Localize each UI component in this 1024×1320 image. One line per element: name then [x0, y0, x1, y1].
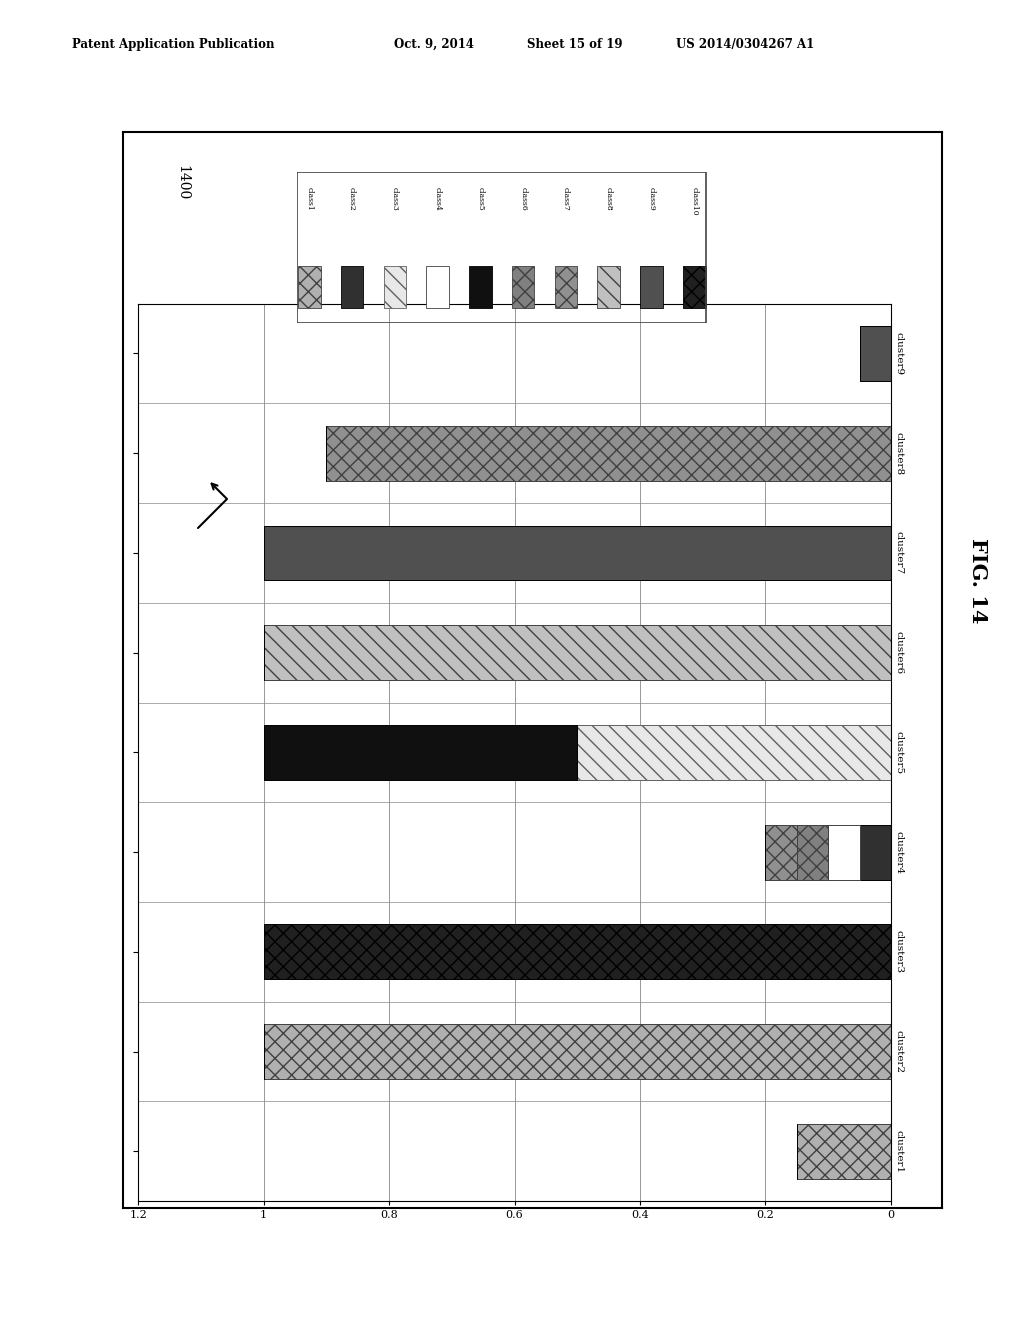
Text: US 2014/0304267 A1: US 2014/0304267 A1	[676, 37, 814, 50]
Bar	[683, 265, 706, 309]
Bar	[859, 825, 891, 879]
Text: class1: class1	[305, 186, 313, 210]
Text: class5: class5	[476, 186, 484, 210]
Text: Patent Application Publication: Patent Application Publication	[72, 37, 274, 50]
Bar	[797, 1123, 891, 1179]
Text: class3: class3	[391, 186, 398, 211]
Bar	[469, 265, 492, 309]
Text: class7: class7	[562, 186, 570, 210]
Text: class2: class2	[348, 186, 356, 210]
Bar	[264, 626, 891, 680]
Bar	[640, 265, 663, 309]
Bar	[341, 265, 364, 309]
Bar	[264, 924, 891, 979]
Text: class9: class9	[647, 186, 655, 210]
Bar	[555, 265, 578, 309]
Text: FIG. 14: FIG. 14	[968, 539, 988, 623]
Bar	[859, 326, 891, 381]
Bar	[828, 825, 859, 879]
Bar	[264, 525, 891, 581]
Bar	[327, 426, 891, 480]
Bar	[797, 825, 828, 879]
Bar	[597, 265, 620, 309]
Text: class10: class10	[690, 186, 698, 215]
Text: 1400: 1400	[175, 165, 189, 199]
Text: Oct. 9, 2014: Oct. 9, 2014	[394, 37, 474, 50]
Bar	[263, 725, 578, 780]
Text: class4: class4	[433, 186, 441, 210]
Bar	[765, 825, 797, 879]
Bar	[384, 265, 407, 309]
Bar	[298, 265, 321, 309]
Text: class6: class6	[519, 186, 527, 210]
Text: class8: class8	[605, 186, 612, 210]
Bar	[512, 265, 535, 309]
Text: Sheet 15 of 19: Sheet 15 of 19	[527, 37, 623, 50]
Bar	[263, 1024, 891, 1078]
Bar	[578, 725, 891, 780]
Bar	[426, 265, 449, 309]
